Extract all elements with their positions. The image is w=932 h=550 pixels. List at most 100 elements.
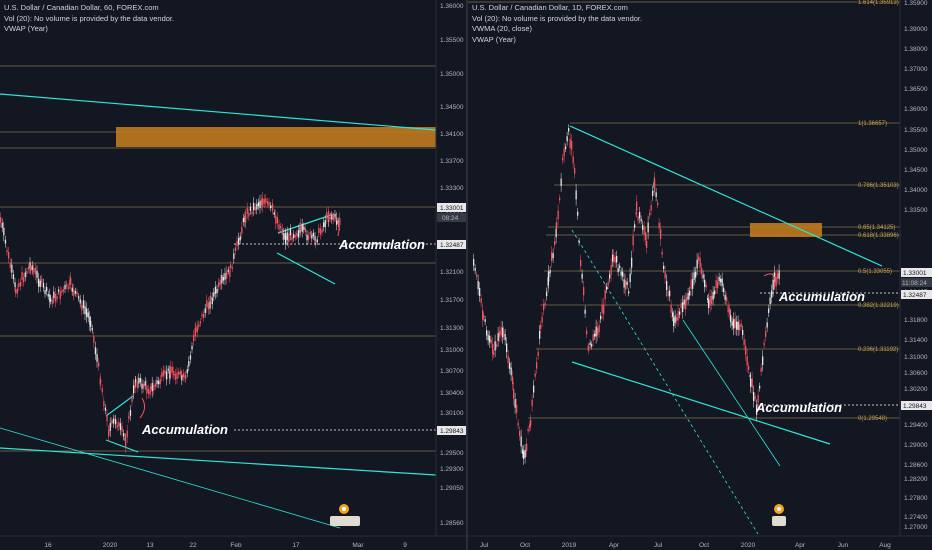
- candle-body: [245, 214, 247, 223]
- candle-body: [631, 257, 633, 268]
- left-chart-panel[interactable]: U.S. Dollar / Canadian Dollar, 60, FOREX…: [0, 0, 466, 550]
- candle-body: [19, 282, 22, 287]
- right-legend-vwap[interactable]: VWAP (Year): [472, 34, 516, 44]
- candle-body: [670, 305, 672, 313]
- candle-body: [704, 279, 706, 287]
- right-candles: [473, 124, 780, 465]
- left-legend-vwap[interactable]: VWAP (Year): [4, 24, 48, 33]
- candle-body: [492, 343, 494, 354]
- candle-body: [321, 229, 323, 233]
- candle-body: [297, 230, 300, 238]
- candle-body: [62, 289, 65, 292]
- candle-body: [523, 451, 525, 460]
- candle-body: [93, 336, 95, 343]
- left-legend-volume[interactable]: Vol (20): No volume is provided by the d…: [4, 13, 175, 23]
- candle-body: [265, 198, 267, 203]
- candle-body: [81, 305, 83, 311]
- candle-body: [740, 323, 742, 327]
- right-legend-vwma[interactable]: VWMA (20, close): [472, 24, 533, 33]
- candle-body: [257, 202, 260, 207]
- right-price-axis[interactable]: 1.35900 1.39000 1.38000 1.37000 1.36500 1.360…: [904, 0, 928, 531]
- candle-body: [540, 324, 542, 330]
- candle-body: [170, 366, 172, 375]
- right-annotation-accumulation[interactable]: Accumulation: [778, 289, 865, 304]
- price-tick-label: 1.36000: [440, 3, 464, 10]
- candle-body: [616, 255, 618, 263]
- candle-body: [536, 362, 538, 369]
- candle-body: [601, 304, 603, 313]
- price-tick-label: 1.31400: [904, 337, 928, 344]
- candle-body: [23, 277, 25, 283]
- candle-body: [751, 378, 753, 388]
- candle-body: [524, 449, 526, 458]
- candle-body: [510, 367, 512, 376]
- right-time-axis[interactable]: Jul Oct 2019 Apr Jul Oct 2020 Apr Jun Aug: [480, 542, 891, 549]
- candle-body: [514, 399, 516, 408]
- right-legend-volume[interactable]: Vol (20): No volume is provided by the d…: [472, 13, 643, 23]
- candle-body: [323, 222, 325, 228]
- candle-body: [646, 240, 648, 248]
- candle-body: [89, 316, 91, 325]
- right-trendlines[interactable]: [569, 125, 883, 535]
- candle-body: [98, 362, 100, 367]
- left-support-line: [0, 447, 437, 476]
- candle-body: [38, 278, 40, 287]
- candle-body: [494, 341, 496, 351]
- time-tick-label: Jun: [838, 542, 849, 549]
- left-legend-symbol[interactable]: U.S. Dollar / Canadian Dollar, 60, FOREX…: [4, 3, 159, 12]
- candle-body: [332, 216, 335, 221]
- candle-body: [763, 342, 765, 346]
- candle-body: [273, 212, 275, 215]
- candle-body: [486, 330, 488, 336]
- candle-body: [324, 220, 326, 228]
- candle-body: [266, 201, 269, 205]
- candle-body: [121, 426, 123, 432]
- candle-body: [642, 224, 644, 230]
- left-annotation-accumulation[interactable]: Accumulation: [141, 422, 228, 437]
- candle-body: [207, 302, 210, 310]
- left-wedge-lower: [105, 439, 139, 453]
- candle-body: [33, 267, 35, 273]
- candle-body: [66, 283, 68, 287]
- candle-body: [748, 366, 750, 370]
- left-time-axis[interactable]: 16 2020 13 22 Feb 17 Mar 9: [44, 542, 407, 549]
- candle-body: [289, 229, 292, 236]
- candle-body: [750, 378, 752, 387]
- candle-body: [181, 375, 183, 381]
- candle-body: [103, 401, 105, 407]
- candle-body: [503, 330, 505, 336]
- candle-body: [730, 315, 732, 323]
- right-annotation-accumulation[interactable]: Accumulation: [755, 400, 842, 415]
- candle-body: [133, 385, 135, 394]
- candle-body: [193, 335, 195, 342]
- candle-body: [506, 343, 508, 353]
- candle-body: [555, 228, 557, 238]
- svg-text:0.65(1.34125): 0.65(1.34125): [858, 225, 895, 231]
- candle-body: [21, 272, 23, 280]
- right-chart-panel[interactable]: U.S. Dollar / Canadian Dollar, 1D, FOREX…: [468, 0, 932, 550]
- left-annotation-accumulation[interactable]: Accumulation: [338, 237, 425, 252]
- time-tick-label: Mar: [352, 542, 364, 549]
- price-tick-label: 1.34500: [904, 167, 928, 174]
- candle-body: [606, 286, 608, 290]
- candle-body: [649, 212, 651, 216]
- right-supply-zone[interactable]: [750, 223, 822, 237]
- time-tick-label: Oct: [520, 542, 530, 549]
- left-price-axis[interactable]: 1.36000 1.35500 1.35000 1.34500 1.34100 1.337…: [440, 3, 464, 527]
- candle-body: [303, 226, 305, 230]
- candle-body: [717, 281, 719, 289]
- price-tick-label: 1.34000: [904, 187, 928, 194]
- candle-body: [291, 236, 293, 241]
- candle-body: [211, 297, 213, 305]
- price-tick-label: 1.30700: [440, 368, 464, 375]
- candle-body: [597, 327, 599, 336]
- price-tick-label: 1.28560: [440, 520, 464, 527]
- left-wedge2-lower: [276, 252, 336, 285]
- right-legend-symbol[interactable]: U.S. Dollar / Canadian Dollar, 1D, FOREX…: [472, 3, 628, 12]
- left-candles: [0, 191, 341, 454]
- left-supply-zone[interactable]: [116, 127, 436, 147]
- panel-divider[interactable]: [466, 0, 468, 550]
- right-countdown-tag: 11:08:24: [901, 278, 932, 287]
- candle-body: [179, 371, 181, 375]
- left-trendlines[interactable]: [0, 93, 437, 529]
